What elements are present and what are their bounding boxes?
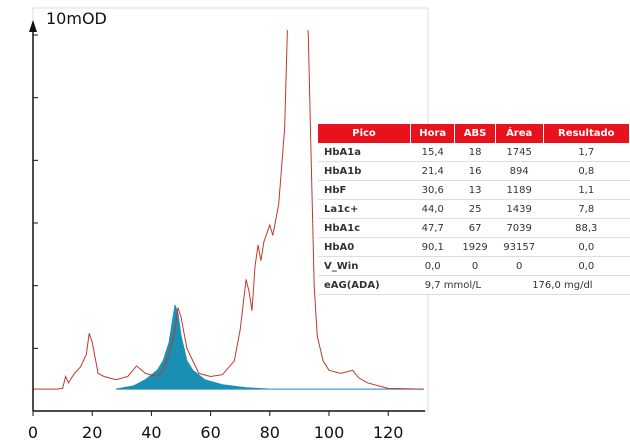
table-cell: 90,1	[410, 237, 455, 257]
table-cell: 176,0 mg/dl	[495, 275, 630, 295]
table-cell: 47,7	[410, 218, 455, 238]
column-header: Hora	[410, 124, 456, 143]
table-row: La1c+ 44,0 25 1439 7,8	[318, 199, 630, 219]
table-cell: 0	[495, 256, 544, 276]
table-cell: La1c+	[318, 199, 411, 219]
column-header: Área	[495, 124, 544, 143]
x-tick-label: 80	[260, 423, 280, 442]
x-tick-label: 60	[200, 423, 220, 442]
table-cell: 1189	[495, 180, 544, 200]
table-cell: 0	[454, 256, 496, 276]
table-row: eAG(ADA) 9,7 mmol/L 176,0 mg/dl	[318, 275, 630, 295]
x-tick-label: 120	[373, 423, 404, 442]
x-tick-label: 0	[28, 423, 38, 442]
table-cell: 1929	[454, 237, 496, 257]
table-cell: 15,4	[410, 143, 455, 162]
x-tick-label: 100	[314, 423, 345, 442]
table-cell: 93157	[495, 237, 544, 257]
table-cell: 30,6	[410, 180, 455, 200]
table-row: V_Win 0,0 0 0 0,0	[318, 256, 630, 276]
table-cell: 1,7	[543, 143, 630, 162]
table-cell: 0,0	[543, 237, 630, 257]
table-cell: eAG(ADA)	[318, 275, 411, 295]
table-cell: 67	[454, 218, 496, 238]
table-cell: 88,3	[543, 218, 630, 238]
table-cell: 0,0	[410, 256, 455, 276]
table-cell: HbA1b	[318, 161, 411, 181]
table-row: HbA1c 47,7 67 7039 88,3	[318, 218, 630, 238]
table-row: HbA1b 21,4 16 894 0,8	[318, 161, 630, 181]
table-cell: 7039	[495, 218, 544, 238]
table-row: HbF 30,6 13 1189 1,1	[318, 180, 630, 200]
column-header: Pico	[318, 124, 412, 143]
x-tick-label: 40	[141, 423, 161, 442]
y-axis-label: 10mOD	[46, 9, 107, 28]
table-cell: 1745	[495, 143, 544, 162]
table-cell: 1,1	[543, 180, 630, 200]
table-cell: 7,8	[543, 199, 630, 219]
table-cell: HbA0	[318, 237, 411, 257]
table-cell: 0,8	[543, 161, 630, 181]
table-cell: HbF	[318, 180, 411, 200]
table-cell: HbA1a	[318, 143, 411, 162]
table-cell: 25	[454, 199, 496, 219]
table-cell: 1439	[495, 199, 544, 219]
column-header: ABS	[454, 124, 496, 143]
area	[115, 304, 424, 390]
column-header: Resultado	[543, 124, 630, 143]
table-row: HbA1a 15,4 18 1745 1,7	[318, 143, 630, 162]
table-cell: 9,7 mmol/L	[410, 275, 496, 295]
x-tick-label: 20	[82, 423, 102, 442]
table-row: HbA0 90,1 1929 93157 0,0	[318, 237, 630, 257]
y-axis-arrow	[29, 20, 37, 32]
table-cell: 18	[454, 143, 496, 162]
table-cell: 21,4	[410, 161, 455, 181]
table-cell: 44,0	[410, 199, 455, 219]
results-table: Pico Hora ABS Área Resultado HbA1a 15,4 18 1745 1…	[318, 124, 630, 295]
table-cell: 16	[454, 161, 496, 181]
line	[33, 30, 424, 390]
table-cell: V_Win	[318, 256, 411, 276]
table-cell: 13	[454, 180, 496, 200]
table-cell: HbA1c	[318, 218, 411, 238]
table-cell: 894	[495, 161, 544, 181]
plot	[33, 30, 424, 390]
table-cell: 0,0	[543, 256, 630, 276]
